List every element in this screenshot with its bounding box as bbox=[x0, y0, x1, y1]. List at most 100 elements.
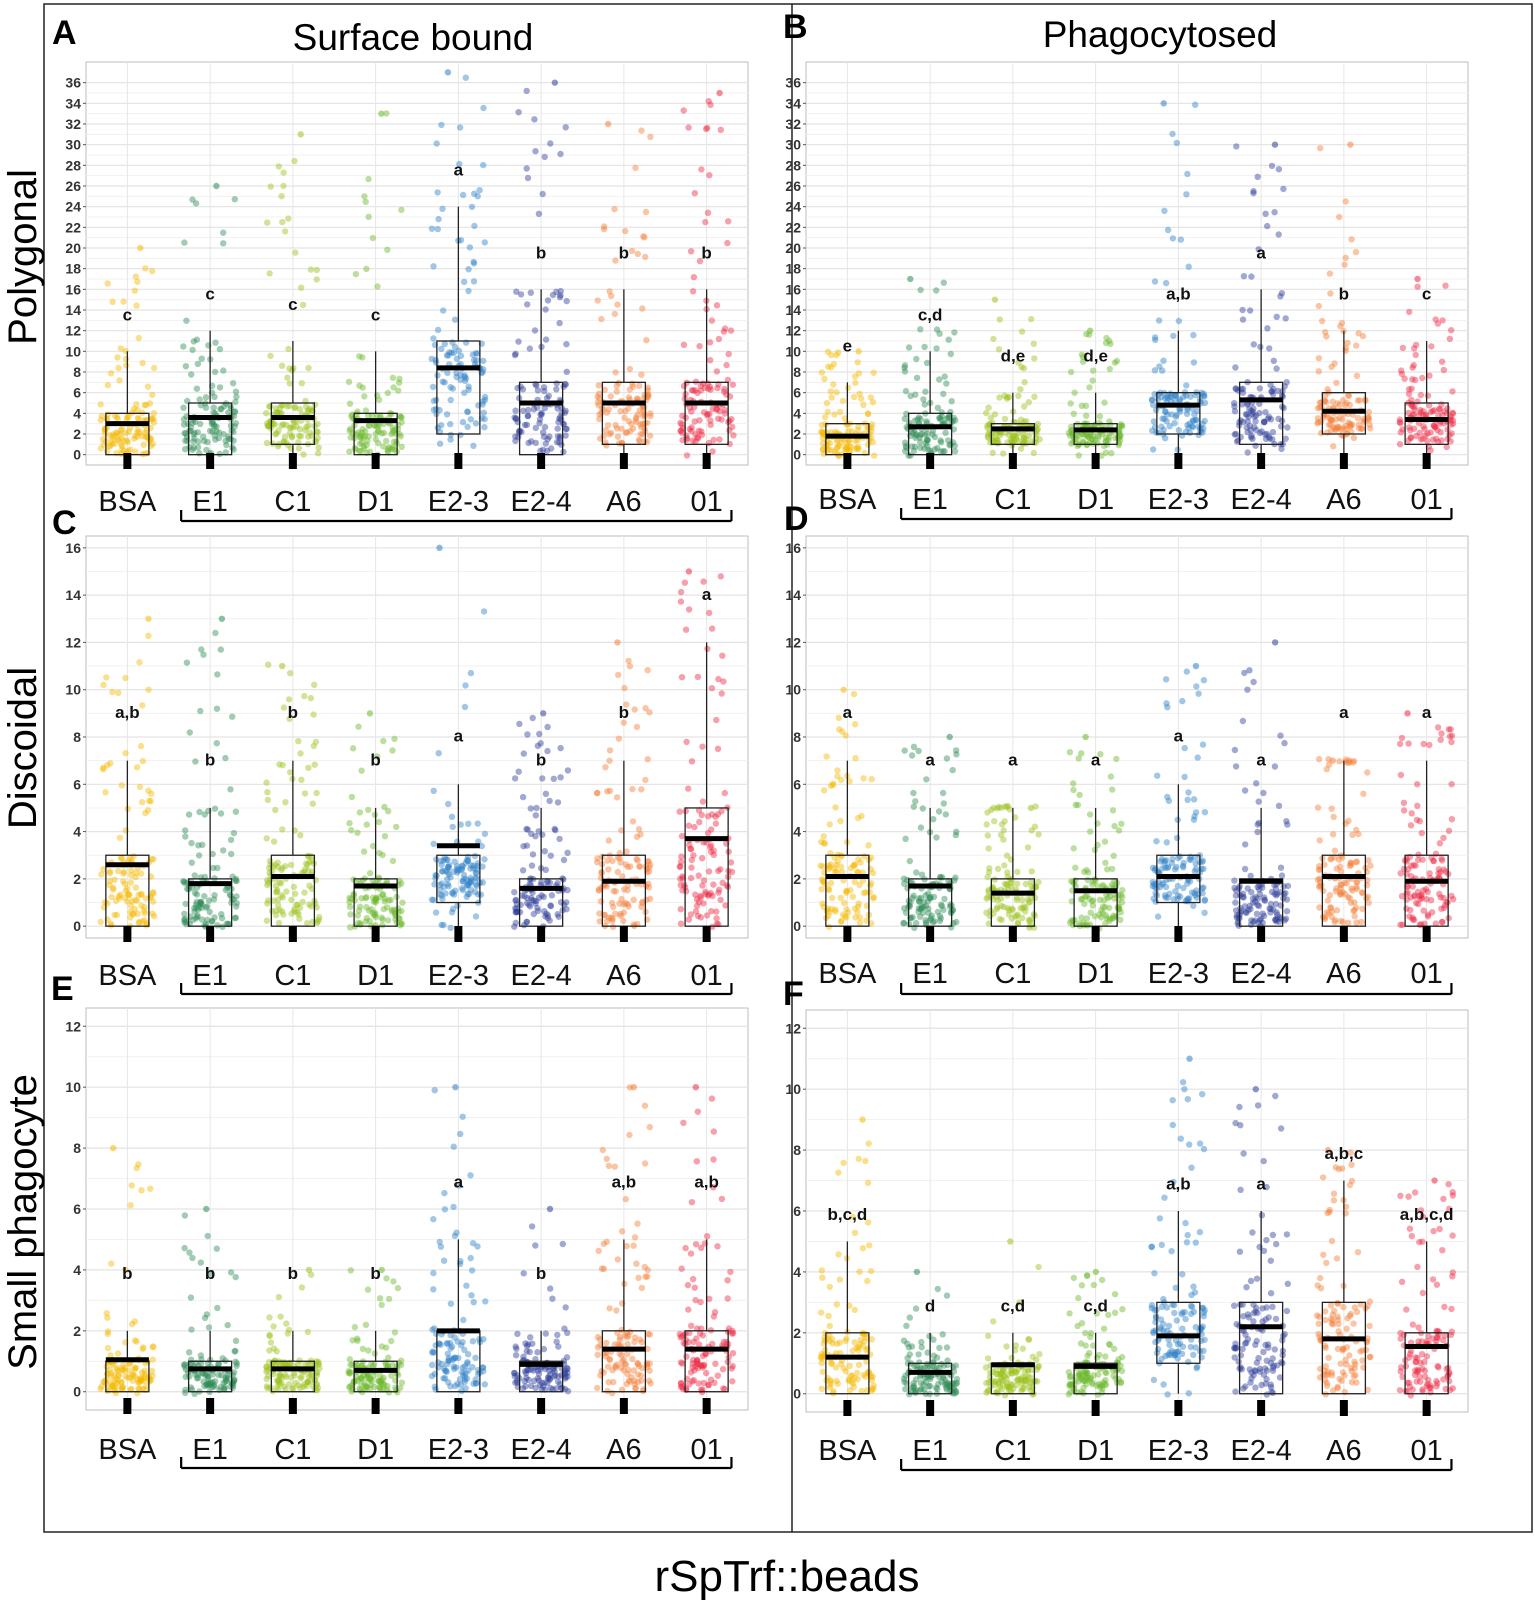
data-point bbox=[471, 888, 479, 896]
data-point bbox=[132, 873, 139, 881]
data-point bbox=[558, 409, 565, 417]
data-point bbox=[837, 817, 844, 825]
data-point bbox=[1331, 847, 1339, 854]
data-point bbox=[284, 403, 291, 410]
data-point bbox=[1008, 883, 1015, 890]
data-point bbox=[1314, 804, 1322, 811]
data-point bbox=[365, 213, 372, 220]
data-point bbox=[563, 341, 570, 348]
data-point bbox=[127, 914, 134, 921]
data-point bbox=[828, 351, 835, 359]
data-point bbox=[1439, 857, 1446, 864]
y-tick-label: 8 bbox=[73, 364, 81, 380]
data-point bbox=[534, 907, 542, 915]
data-point bbox=[1255, 798, 1262, 805]
data-point bbox=[276, 761, 283, 768]
data-point bbox=[365, 1347, 372, 1354]
data-point bbox=[223, 1377, 230, 1385]
data-point bbox=[1429, 407, 1437, 415]
category-label: A6 bbox=[606, 486, 641, 518]
data-point bbox=[643, 337, 650, 344]
data-point bbox=[1013, 436, 1020, 443]
data-point bbox=[108, 437, 116, 445]
data-point bbox=[456, 124, 464, 131]
data-point bbox=[150, 1343, 157, 1350]
data-point bbox=[222, 449, 229, 456]
data-point bbox=[1163, 857, 1170, 864]
data-point bbox=[264, 422, 271, 430]
data-point bbox=[119, 442, 126, 450]
data-point bbox=[390, 427, 397, 434]
data-point bbox=[1009, 440, 1016, 447]
data-point bbox=[298, 776, 305, 783]
data-point bbox=[193, 336, 201, 343]
data-point bbox=[263, 439, 271, 447]
category-label: D1 bbox=[1077, 958, 1114, 990]
data-point bbox=[696, 417, 703, 424]
data-point bbox=[1192, 860, 1199, 867]
data-point bbox=[393, 430, 400, 437]
data-point bbox=[1173, 863, 1180, 871]
data-point bbox=[644, 756, 651, 763]
data-point bbox=[464, 423, 471, 431]
data-point bbox=[520, 407, 527, 414]
data-point bbox=[825, 865, 833, 873]
y-tick-label: 4 bbox=[793, 824, 801, 840]
data-point bbox=[939, 789, 947, 797]
data-point bbox=[1442, 282, 1449, 289]
data-point bbox=[1345, 919, 1352, 926]
data-point bbox=[481, 393, 489, 401]
data-point bbox=[1329, 831, 1337, 838]
data-point bbox=[1254, 821, 1261, 828]
data-point bbox=[701, 384, 709, 391]
data-point bbox=[626, 427, 634, 435]
data-point bbox=[900, 920, 907, 927]
data-point bbox=[557, 744, 564, 752]
data-point bbox=[706, 410, 713, 418]
data-point bbox=[555, 913, 562, 920]
data-point bbox=[842, 445, 849, 452]
data-point bbox=[1201, 909, 1208, 916]
significance-label: c bbox=[123, 305, 132, 324]
data-point bbox=[189, 446, 196, 454]
data-point bbox=[942, 429, 949, 436]
data-point bbox=[1432, 316, 1439, 323]
data-point bbox=[1150, 418, 1158, 425]
data-point bbox=[365, 433, 372, 440]
data-point-max bbox=[305, 1266, 313, 1274]
data-point bbox=[106, 432, 114, 439]
data-point bbox=[472, 874, 479, 882]
data-point bbox=[131, 287, 139, 294]
data-point bbox=[134, 428, 141, 436]
data-point bbox=[612, 369, 619, 376]
data-point bbox=[601, 223, 608, 230]
data-point bbox=[1417, 391, 1425, 399]
data-point bbox=[826, 908, 833, 915]
significance-label: b bbox=[122, 1264, 132, 1283]
box-iqr bbox=[684, 381, 729, 445]
category-label: E1 bbox=[192, 1434, 227, 1466]
data-point bbox=[190, 338, 197, 345]
data-point bbox=[296, 406, 304, 413]
data-point bbox=[145, 433, 152, 440]
data-point bbox=[118, 446, 126, 454]
data-point bbox=[1008, 438, 1015, 445]
data-point bbox=[824, 408, 831, 416]
data-point bbox=[511, 351, 519, 359]
data-point bbox=[613, 388, 620, 395]
data-point bbox=[823, 399, 831, 407]
data-point bbox=[385, 449, 392, 456]
category-label: 01 bbox=[1410, 958, 1442, 990]
data-point bbox=[305, 422, 312, 429]
data-point bbox=[107, 370, 115, 377]
data-point bbox=[1185, 263, 1192, 270]
data-point bbox=[385, 1295, 393, 1303]
data-point bbox=[216, 450, 223, 458]
significance-label: b bbox=[205, 750, 215, 769]
data-point bbox=[269, 440, 276, 447]
data-point bbox=[600, 225, 608, 233]
data-point bbox=[1020, 434, 1027, 441]
data-point bbox=[108, 1260, 115, 1267]
data-point bbox=[1010, 435, 1018, 442]
data-point bbox=[560, 448, 567, 456]
